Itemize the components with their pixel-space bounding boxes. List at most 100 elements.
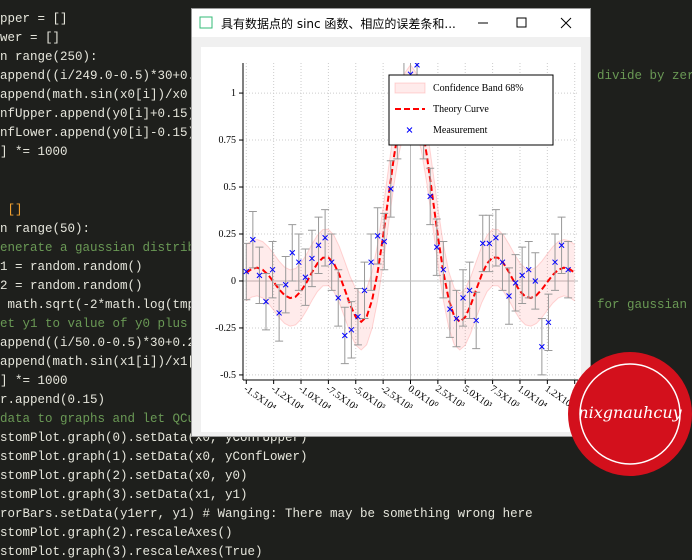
code-line: []	[0, 203, 23, 217]
measurement-point	[440, 266, 447, 273]
measurement-point	[525, 266, 532, 273]
measurement-point	[341, 332, 348, 339]
measurement-point	[479, 240, 486, 247]
code-line: stomPlot.graph(2).rescaleAxes()	[0, 526, 233, 540]
measurement-point	[545, 319, 552, 326]
measurement-point	[532, 278, 539, 284]
code-line: et y1 to value of y0 plus	[0, 317, 188, 331]
measurement-point	[381, 238, 388, 245]
legend-label: Confidence Band 68%	[433, 83, 524, 94]
measurement-point	[493, 234, 499, 241]
close[interactable]	[560, 17, 572, 29]
code-comment: divide by zer	[597, 69, 692, 83]
band-fill	[246, 64, 575, 350]
measurement-point	[460, 295, 466, 301]
y-tick-label: -0.25	[215, 323, 236, 334]
measurement-point	[539, 343, 545, 350]
measurement-point	[361, 287, 368, 294]
code-line: n range(250):	[0, 50, 98, 64]
code-line: nfUpper.append(y0[i]+0.15)	[0, 107, 196, 121]
measurement-point	[499, 259, 506, 266]
measurement-point	[473, 317, 480, 324]
measurement-point	[302, 274, 309, 281]
measurement-point	[355, 313, 361, 320]
measurement-point	[506, 293, 512, 299]
window-title: 具有数据点的 sinc 函数、相应的误差条和...	[221, 17, 456, 31]
watermark-stamp: nixgnauhcuy	[568, 352, 692, 476]
measurement-point	[322, 234, 328, 241]
code-line: rorBars.setData(y1err, y1) # Wanging: Th…	[0, 507, 533, 521]
measurement-point	[295, 259, 302, 266]
measurement-point	[447, 306, 453, 313]
chart: -0.5-0.2500.250.50.751-1.5X10⁴-1.2X10⁴-1…	[201, 47, 581, 432]
measurement-point	[552, 259, 558, 266]
measurement-point	[256, 272, 263, 279]
code-line: stomPlot.graph(1).setData(x0, yConfLower…	[0, 450, 308, 464]
y-tick-label: -0.5	[220, 370, 236, 381]
measurement-point	[374, 233, 381, 239]
title-bar: 具有数据点的 sinc 函数、相应的误差条和...	[192, 9, 590, 37]
code-line: append((i/50.0-0.5)*30+0.2	[0, 336, 196, 350]
stamp-circle	[568, 352, 692, 476]
code-line: stomPlot.graph(3).setData(x1, y1)	[0, 488, 248, 502]
plot-window: 具有数据点的 sinc 函数、相应的误差条和... -0.5 -0.25 0 0.25…	[191, 8, 591, 437]
measurement-point	[368, 259, 374, 266]
measurement-point	[466, 287, 473, 294]
measurement-point	[433, 244, 440, 251]
y-tick-label: 1	[231, 88, 236, 99]
code-line: stomPlot.graph(3).rescaleAxes(True)	[0, 545, 263, 559]
y-tick-label: 0.5	[224, 182, 237, 193]
measurement-point	[558, 242, 565, 249]
measurement-point	[519, 272, 526, 279]
code-line: append(math.sin(x1[i])/x1[	[0, 355, 196, 369]
measurement-point	[512, 279, 519, 286]
title-icons	[199, 16, 572, 29]
code-line: 1 = random.random()	[0, 260, 143, 274]
measurement-point	[328, 259, 335, 266]
measurement-point	[315, 242, 322, 249]
measurement-point	[289, 249, 296, 256]
measurement-point	[243, 268, 250, 275]
code-line: n range(50):	[0, 222, 91, 236]
code-comment: for gaussian	[597, 298, 688, 312]
measurement-point	[335, 295, 342, 301]
code-line: ] *= 1000	[0, 145, 68, 159]
code-line: ] *= 1000	[0, 374, 68, 388]
measurement-point	[249, 236, 256, 243]
app-icon	[199, 16, 213, 29]
measurement-point	[348, 326, 355, 333]
measurement-point	[414, 63, 420, 68]
maximize[interactable]	[516, 17, 527, 28]
measurement-point	[309, 255, 315, 262]
measurement-point	[565, 266, 572, 273]
code-line: stomPlot.graph(2).setData(x0, y0)	[0, 469, 248, 483]
y-tick-label: 0.75	[219, 135, 237, 146]
legend-label: Measurement	[433, 125, 488, 136]
measurement-point	[427, 193, 434, 200]
code-line: r.append(0.15)	[0, 393, 106, 407]
measurement-point	[263, 298, 269, 305]
measurement-point	[269, 266, 276, 273]
code-line: nfLower.append(y0[i]-0.15)	[0, 126, 196, 140]
code-line: append(math.sin(x0[i])/x0	[0, 88, 188, 102]
measurement-point	[282, 281, 289, 288]
code-line: wer = []	[0, 31, 61, 45]
code-line: math.sqrt(-2*math.log(tmp	[0, 298, 196, 312]
watermark: nixgnauhcuy	[578, 403, 682, 422]
stamp-ring	[579, 363, 681, 465]
legend-swatch	[406, 127, 413, 133]
code-line: pper = []	[0, 12, 68, 26]
y-tick-label: 0	[231, 276, 236, 287]
y-tick-label: 0.25	[219, 229, 237, 240]
measurement-point	[453, 315, 460, 322]
code-line: append((i/249.0-0.5)*30+0.	[0, 69, 196, 83]
code-line: 2 = random.random()	[0, 279, 143, 293]
measurement-point	[486, 240, 493, 247]
measurement-point	[387, 186, 394, 192]
measurement-point	[276, 310, 282, 316]
legend-label: Theory Curve	[433, 104, 489, 115]
code-line: data to graphs and let QCu	[0, 412, 196, 426]
code-line: enerate a gaussian distrib	[0, 241, 196, 255]
legend-swatch	[394, 82, 426, 94]
